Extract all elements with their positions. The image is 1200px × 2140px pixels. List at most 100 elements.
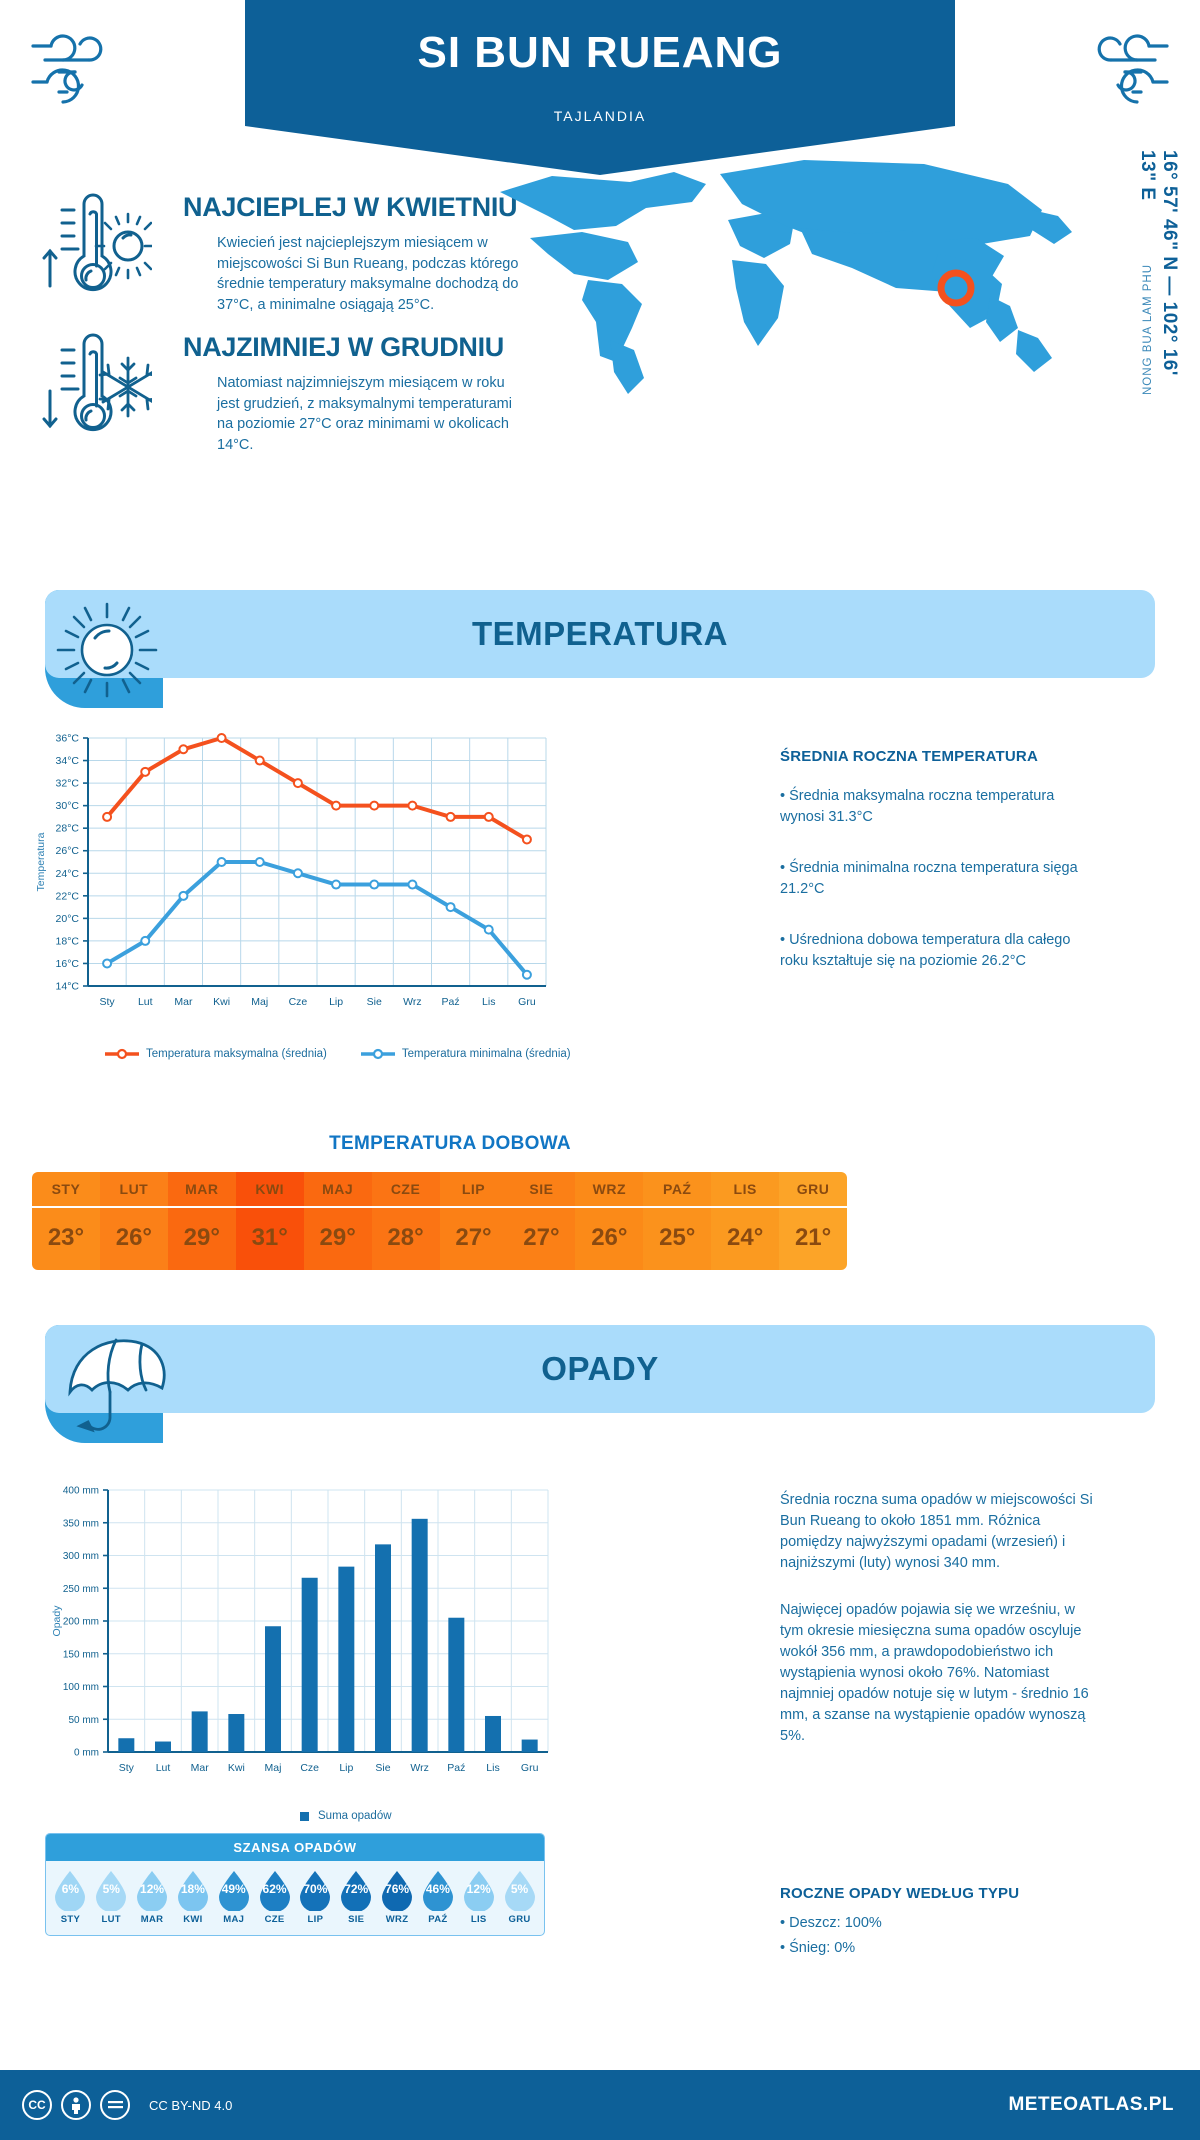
daily-temp-month: WRZ [575, 1172, 644, 1206]
svg-text:32°C: 32°C [56, 778, 80, 790]
rain-chance-percent: 76% [385, 1882, 410, 1896]
license-text: CC BY-ND 4.0 [149, 2097, 233, 2113]
rain-chance-month: LUT [101, 1914, 121, 1925]
daily-temperature-title: TEMPERATURA DOBOWA [329, 1133, 571, 1154]
water-drop-icon: 62% [256, 1869, 294, 1911]
coldest-month-block: NAJZIMNIEJ W GRUDNIU Natomiast najzimnie… [40, 328, 527, 455]
rain-chance-percent: 5% [510, 1882, 529, 1896]
svg-text:Kwi: Kwi [228, 1762, 245, 1774]
rain-chance-percent: 70% [303, 1882, 328, 1896]
svg-text:Paź: Paź [447, 1762, 465, 1774]
svg-text:150 mm: 150 mm [63, 1649, 99, 1660]
svg-text:14°C: 14°C [56, 981, 80, 993]
rain-chance-month: CZE [264, 1914, 285, 1925]
sun-icon [55, 600, 160, 700]
water-drop-icon: 70% [296, 1869, 334, 1911]
daily-temp-month: CZE [371, 1172, 440, 1206]
svg-text:0 mm: 0 mm [74, 1748, 99, 1759]
rain-chance-percent: 62% [262, 1882, 287, 1896]
rain-chance-row: 6% STY 5% LUT 12% MAR 18% KWI 49% MAJ 62% CZE 70% LIP… [46, 1861, 544, 1935]
svg-text:20°C: 20°C [56, 913, 80, 925]
rain-chance-percent: 46% [425, 1882, 450, 1896]
rain-chance-cell: 72% SIE [336, 1869, 377, 1925]
svg-text:30°C: 30°C [56, 800, 80, 812]
water-drop-icon: 46% [419, 1869, 457, 1911]
rain-chance-percent: 12% [466, 1882, 491, 1896]
daily-temp-month: MAR [167, 1172, 236, 1206]
water-drop-icon: 18% [174, 1869, 212, 1911]
rain-chance-cell: 18% KWI [172, 1869, 213, 1925]
header-banner [245, 0, 955, 175]
rain-chance-month: LIP [307, 1914, 324, 1925]
precipitation-paragraph-1: Średnia roczna suma opadów w miejscowośc… [780, 1492, 1093, 1572]
by-icon [61, 2090, 91, 2120]
site-name: METEOATLAS.PL [1008, 2094, 1174, 2115]
rain-chance-percent: 6% [61, 1882, 80, 1896]
world-map [470, 150, 1090, 400]
svg-text:Lip: Lip [329, 996, 343, 1008]
svg-text:26°C: 26°C [56, 845, 80, 857]
daily-temp-value: 26° [99, 1206, 168, 1270]
rain-chance-month: STY [60, 1914, 81, 1925]
svg-text:400 mm: 400 mm [63, 1486, 99, 1497]
svg-text:Cze: Cze [289, 996, 308, 1008]
daily-temp-value: 27° [507, 1206, 576, 1270]
precipitation-paragraph-2: Najwięcej opadów pojawia się we wrześniu… [780, 1602, 1089, 1745]
rain-chance-month: PAŹ [428, 1914, 448, 1925]
rain-chance-percent: 18% [180, 1882, 205, 1896]
water-drop-icon: 49% [215, 1869, 253, 1911]
rain-chance-percent: 5% [102, 1882, 120, 1896]
precipitation-type-snow: • Śnieg: 0% [780, 1940, 856, 1956]
rain-chance-percent: 12% [140, 1882, 165, 1896]
precipitation-bar-chart: 0 mm 50 mm 100 mm 150 mm 200 mm 250 mm 300 mm 3… [40, 1480, 560, 1800]
page-footer: CC CC BY-ND 4.0 METEOATLAS.PL [0, 2070, 1200, 2140]
daily-temp-column: LIP 27° [439, 1172, 508, 1270]
page-header: SI BUN RUEANG TAJLANDIA [0, 0, 1200, 175]
svg-text:Wrz: Wrz [410, 1762, 428, 1774]
svg-text:Maj: Maj [251, 996, 268, 1008]
temperature-line-chart: 14°C 16°C 18°C 20°C 22°C 24°C 26°C 28°C 30°C 32°C… [30, 728, 560, 1038]
daily-temp-month: SIE [507, 1172, 576, 1206]
temperature-band-title: TEMPERATURA [471, 615, 729, 652]
rain-chance-cell: 62% CZE [254, 1869, 295, 1925]
daily-temp-value: 25° [643, 1206, 712, 1270]
svg-text:250 mm: 250 mm [63, 1584, 99, 1595]
water-drop-icon: 72% [337, 1869, 375, 1911]
rain-chance-month: MAJ [223, 1914, 245, 1925]
legend-item-rainsum: Suma opadów [300, 1810, 392, 1822]
cc-icon: CC [22, 2090, 52, 2120]
wind-icon-right [1060, 18, 1175, 113]
svg-text:18°C: 18°C [56, 935, 80, 947]
water-drop-icon: 76% [378, 1869, 416, 1911]
rain-chance-cell: 6% STY [50, 1869, 91, 1925]
svg-text:Gru: Gru [518, 996, 536, 1008]
rain-chance-percent: 72% [344, 1882, 369, 1896]
svg-text:Paź: Paź [442, 996, 460, 1008]
svg-text:300 mm: 300 mm [63, 1551, 99, 1562]
svg-text:Lip: Lip [339, 1762, 353, 1774]
annual-temperature-bullet-3: • Uśredniona dobowa temperatura dla całe… [780, 932, 1071, 970]
svg-text:200 mm: 200 mm [63, 1617, 99, 1628]
daily-temp-month: STY [32, 1172, 100, 1206]
svg-text:16°C: 16°C [56, 958, 80, 970]
annual-temperature-bullet-2: • Średnia minimalna roczna temperatura s… [780, 860, 1078, 898]
warmest-month-block: NAJCIEPLEJ W KWIETNIU Kwiecień jest najc… [40, 188, 527, 315]
svg-text:Mar: Mar [174, 996, 193, 1008]
temperature-band [45, 590, 1155, 678]
rain-chance-month: LIS [470, 1914, 487, 1925]
rain-chance-month: MAR [140, 1914, 164, 1925]
svg-text:Sty: Sty [119, 1762, 135, 1774]
daily-temp-column: STY 23° [32, 1172, 100, 1270]
daily-temp-value: 26° [575, 1206, 644, 1270]
rain-chance-cell: 46% PAŹ [417, 1869, 458, 1925]
rain-chance-cell: 12% LIS [458, 1869, 499, 1925]
svg-text:Temperatura: Temperatura [35, 832, 47, 891]
rain-chance-month: SIE [348, 1914, 365, 1925]
water-drop-icon: 6% [51, 1869, 89, 1911]
daily-temp-column: SIE 27° [507, 1172, 576, 1270]
svg-text:34°C: 34°C [56, 755, 80, 767]
svg-text:22°C: 22°C [56, 890, 80, 902]
daily-temp-month: KWI [235, 1172, 304, 1206]
precipitation-band-title: OPADY [541, 1350, 659, 1387]
daily-temp-column: LUT 26° [99, 1172, 168, 1270]
